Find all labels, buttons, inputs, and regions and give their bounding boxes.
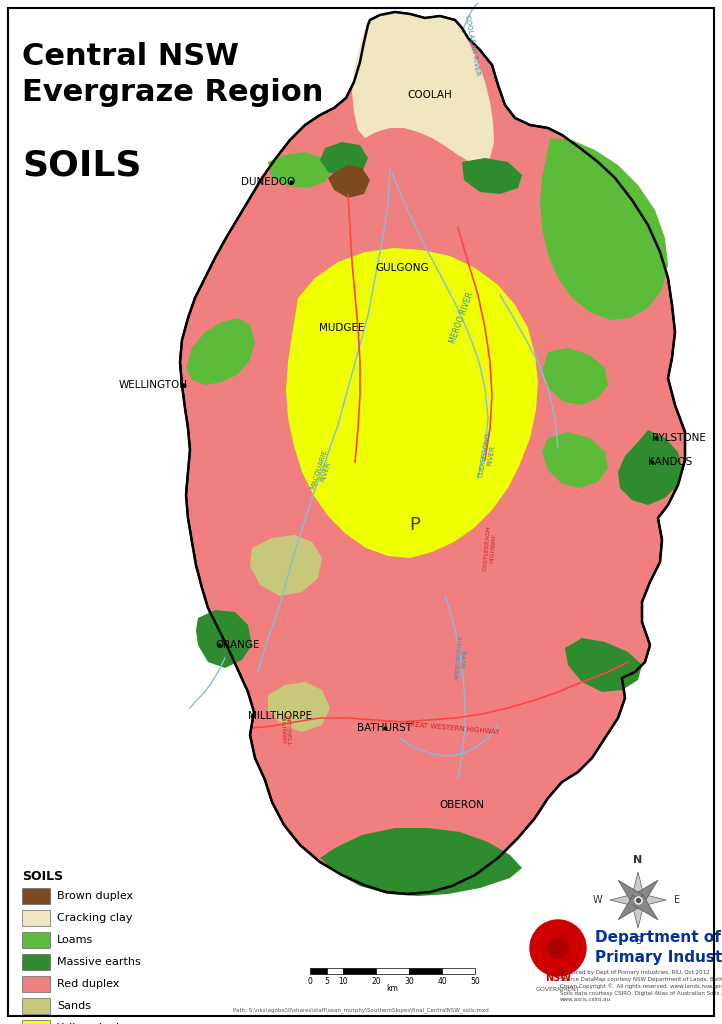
Polygon shape [352,12,494,165]
Circle shape [537,928,553,943]
Polygon shape [196,610,252,668]
Bar [326,968,343,974]
Polygon shape [328,165,370,198]
Bar [442,968,475,974]
Polygon shape [638,893,666,907]
Circle shape [532,940,548,956]
Text: Evergraze Region: Evergraze Region [22,78,323,106]
Circle shape [550,958,566,974]
Text: Department of: Department of [595,930,721,945]
Bar [310,968,326,974]
Text: E: E [674,895,680,905]
Circle shape [550,922,566,938]
Bar [22,954,50,970]
Text: GULGONG: GULGONG [375,263,429,273]
Text: SOILS: SOILS [22,870,63,883]
Polygon shape [618,895,643,920]
Circle shape [548,938,568,958]
Polygon shape [542,432,608,488]
Circle shape [562,928,579,943]
Text: WELLINGTON: WELLINGTON [119,380,188,390]
Text: RYLSTONE: RYLSTONE [652,433,706,443]
Text: Central NSW: Central NSW [22,42,239,71]
Polygon shape [268,682,330,732]
Polygon shape [268,152,332,188]
Text: MEROO RIVER: MEROO RIVER [448,291,476,345]
Bar [409,968,442,974]
Text: SOILS: SOILS [22,148,142,182]
Bar [343,968,376,974]
Text: Cracking clay: Cracking clay [57,913,133,923]
Text: COOLABAH RIVER: COOLABAH RIVER [464,14,480,76]
Text: Brown duplex: Brown duplex [57,891,133,901]
Text: GREAT WESTERN HIGHWAY: GREAT WESTERN HIGHWAY [404,721,500,735]
Text: MUDGEE: MUDGEE [319,323,365,333]
Text: km: km [386,984,399,993]
Text: ORANGE: ORANGE [215,640,259,650]
Polygon shape [618,881,643,905]
Text: KANDOS: KANDOS [648,457,692,467]
Circle shape [530,920,586,976]
Text: 5: 5 [324,977,329,986]
Text: N: N [633,855,643,865]
Polygon shape [631,900,645,928]
Text: DUNEDOO: DUNEDOO [240,177,295,187]
Bar [22,888,50,904]
Text: Red duplex: Red duplex [57,979,119,989]
Text: ABERCROMBIE
RIVER: ABERCROMBIE RIVER [455,635,469,681]
Circle shape [568,940,584,956]
Polygon shape [186,318,255,385]
Polygon shape [565,638,642,692]
Polygon shape [618,430,682,505]
Text: S: S [635,936,641,946]
Text: W: W [592,895,602,905]
Bar [22,910,50,926]
Text: 50: 50 [470,977,480,986]
Text: CASTLEREAGH
HIGHWAY: CASTLEREAGH HIGHWAY [482,525,497,571]
Polygon shape [610,893,638,907]
Text: MITCHELL
HIGHWAY: MITCHELL HIGHWAY [279,715,291,745]
Text: COOLAH: COOLAH [408,90,453,100]
Text: GOVERNMENT: GOVERNMENT [536,987,580,992]
Polygon shape [462,158,522,194]
Polygon shape [250,535,322,596]
Bar [376,968,409,974]
Polygon shape [320,142,368,178]
Text: Massive earths: Massive earths [57,957,141,967]
Polygon shape [542,348,608,406]
Polygon shape [180,12,685,894]
Text: MILLTHORPE: MILLTHORPE [248,711,312,721]
Text: 0: 0 [308,977,313,986]
Circle shape [537,952,553,969]
Text: P: P [409,516,420,534]
Text: Primary Industries: Primary Industries [595,950,722,965]
Text: CUDGEGONG
RIVER: CUDGEGONG RIVER [477,431,498,479]
Text: Produced by Dept of Primary Industries, RIU, Oct 2012
Source DataMap courtesy NS: Produced by Dept of Primary Industries, … [560,970,722,1002]
Text: 30: 30 [404,977,414,986]
Text: 10: 10 [338,977,348,986]
Text: BATHURST: BATHURST [357,723,412,733]
Text: Loams: Loams [57,935,93,945]
Text: OBERON: OBERON [440,800,484,810]
Text: Path: S:\nks\agobs00\shares\staff\sean_murphy\SouthernSlopes\final_CentralNSW_so: Path: S:\nks\agobs00\shares\staff\sean_m… [233,1008,489,1013]
Bar [22,998,50,1014]
Text: 40: 40 [437,977,447,986]
Polygon shape [633,881,658,905]
Polygon shape [633,895,658,920]
Bar [22,1020,50,1024]
Polygon shape [320,828,522,896]
Polygon shape [631,872,645,900]
Polygon shape [540,138,668,319]
Text: 20: 20 [371,977,380,986]
Bar [22,976,50,992]
Text: NSW: NSW [545,973,571,983]
Bar [22,932,50,948]
Text: MACQUARIE
RIVER: MACQUARIE RIVER [309,449,334,492]
Text: Sands: Sands [57,1001,91,1011]
Circle shape [562,952,579,969]
Polygon shape [286,248,538,558]
